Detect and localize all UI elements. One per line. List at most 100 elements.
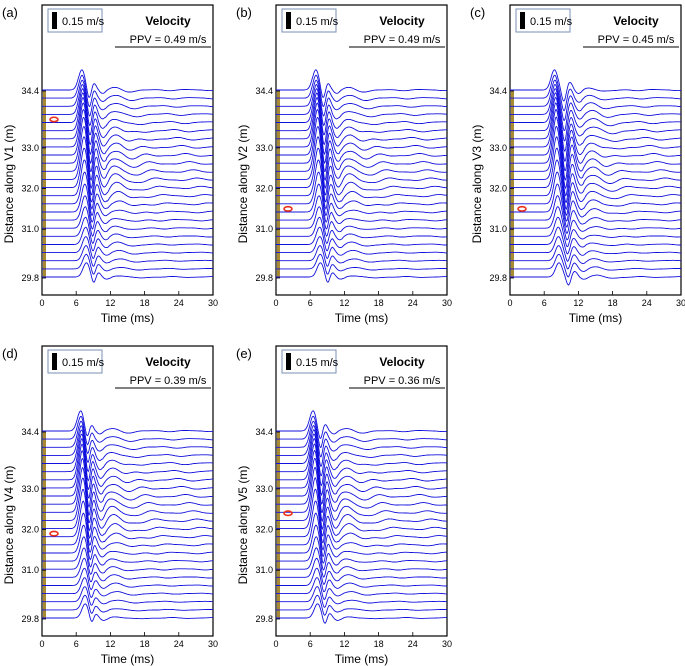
scale-label: 0.15 m/s xyxy=(62,357,105,369)
waveform-trace xyxy=(42,536,214,568)
y-tick-label: 34.4 xyxy=(255,86,273,96)
waveform-trace xyxy=(276,577,448,601)
y-tick-label: 34.4 xyxy=(21,427,39,437)
y-axis-label: Distance along V2 (m) xyxy=(236,125,250,244)
waveform-trace xyxy=(276,206,448,237)
waveform-trace xyxy=(276,586,448,608)
scale-box xyxy=(281,8,337,33)
panel-label: (d) xyxy=(2,346,18,361)
waveform-trace xyxy=(42,524,213,561)
scale-bar xyxy=(52,353,57,370)
waveform-trace xyxy=(42,97,214,156)
x-tick-label: 30 xyxy=(442,298,452,308)
waveform-trace xyxy=(276,433,448,487)
x-tick-label: 18 xyxy=(374,298,384,308)
waveform-trace xyxy=(276,557,448,585)
x-tick-label: 6 xyxy=(74,298,79,308)
borehole-bar xyxy=(277,91,280,278)
waveform-trace xyxy=(42,586,214,606)
y-tick-label: 34.4 xyxy=(255,427,273,437)
waveform-trace xyxy=(276,84,448,127)
panel-label: (a) xyxy=(2,5,18,20)
y-tick-label: 32.0 xyxy=(21,184,39,194)
waveform-trace xyxy=(276,92,448,146)
waveform-trace xyxy=(42,512,214,553)
waveform-trace xyxy=(510,236,682,262)
waveform-trace xyxy=(276,547,448,578)
waveform-trace xyxy=(42,216,214,244)
chart-title: Velocity xyxy=(145,14,191,28)
scale-label: 0.15 m/s xyxy=(296,357,339,369)
scale-box xyxy=(281,349,337,374)
waveform-trace xyxy=(276,117,447,182)
scale-bar xyxy=(52,12,57,29)
panel-label: (c) xyxy=(470,5,485,20)
waveform-trace xyxy=(276,97,448,156)
waveform-trace xyxy=(42,79,213,117)
waveform-trace xyxy=(276,603,447,624)
borehole-bar xyxy=(511,91,514,278)
waveform-trace xyxy=(42,488,214,540)
scale-box xyxy=(47,8,103,33)
waveform-trace xyxy=(42,147,214,203)
y-tick-label: 34.4 xyxy=(489,86,507,96)
waveform-trace xyxy=(42,437,214,491)
waveform-trace xyxy=(42,429,213,473)
y-tick-label: 33.0 xyxy=(21,143,39,153)
x-tick-label: 6 xyxy=(542,298,547,308)
waveform-trace xyxy=(42,171,214,217)
waveform-trace xyxy=(510,88,682,142)
x-tick-label: 30 xyxy=(208,639,218,649)
waveform-trace xyxy=(510,171,682,222)
scale-box xyxy=(515,8,571,33)
waveform-trace xyxy=(276,410,448,439)
waveform-trace xyxy=(510,102,682,172)
waveform-trace xyxy=(276,567,447,593)
waveform-trace xyxy=(42,245,214,267)
waveform-trace xyxy=(510,125,681,197)
x-axis-label: Time (ms) xyxy=(101,652,155,666)
waveform-trace xyxy=(276,500,448,551)
waveform-trace xyxy=(42,567,213,591)
x-tick-label: 0 xyxy=(39,639,44,649)
waveform-trace xyxy=(276,262,447,283)
x-tick-label: 18 xyxy=(374,639,384,649)
waveform-trace xyxy=(276,159,448,210)
waveform-trace xyxy=(42,557,214,583)
scale-label: 0.15 m/s xyxy=(62,16,105,28)
waveform-trace xyxy=(276,429,447,477)
y-tick-label: 29.8 xyxy=(489,273,507,283)
waveform-trace xyxy=(42,195,214,230)
waveform-trace xyxy=(42,117,213,182)
x-tick-label: 12 xyxy=(105,639,115,649)
waveform-trace xyxy=(42,159,214,210)
waveform-trace xyxy=(510,109,682,181)
waveform-trace xyxy=(510,159,682,217)
source-marker xyxy=(283,205,293,212)
waveform-trace xyxy=(276,69,448,98)
scale-bar xyxy=(520,12,525,29)
waveform-trace xyxy=(42,415,213,446)
y-axis-label: Distance along V3 (m) xyxy=(470,125,484,244)
waveform-trace xyxy=(510,253,682,278)
y-axis-label: Distance along V4 (m) xyxy=(2,466,16,585)
y-tick-label: 33.0 xyxy=(255,484,273,494)
borehole-bar xyxy=(43,432,46,619)
scale-label: 0.15 m/s xyxy=(296,16,339,28)
scale-label: 0.15 m/s xyxy=(530,16,573,28)
waveform-trace xyxy=(276,226,447,252)
source-marker xyxy=(49,116,59,123)
waveform-trace xyxy=(42,69,214,98)
waveform-trace xyxy=(42,206,214,237)
x-tick-label: 24 xyxy=(408,298,418,308)
y-tick-label: 29.8 xyxy=(255,273,273,283)
x-tick-label: 24 xyxy=(174,639,184,649)
waveform-trace xyxy=(510,136,681,203)
plot-frame xyxy=(509,4,682,296)
waveform-trace xyxy=(276,415,447,448)
waveform-trace xyxy=(276,425,448,468)
x-axis-label: Time (ms) xyxy=(335,652,389,666)
y-tick-label: 31.0 xyxy=(255,565,273,575)
waveform-trace xyxy=(276,216,448,244)
